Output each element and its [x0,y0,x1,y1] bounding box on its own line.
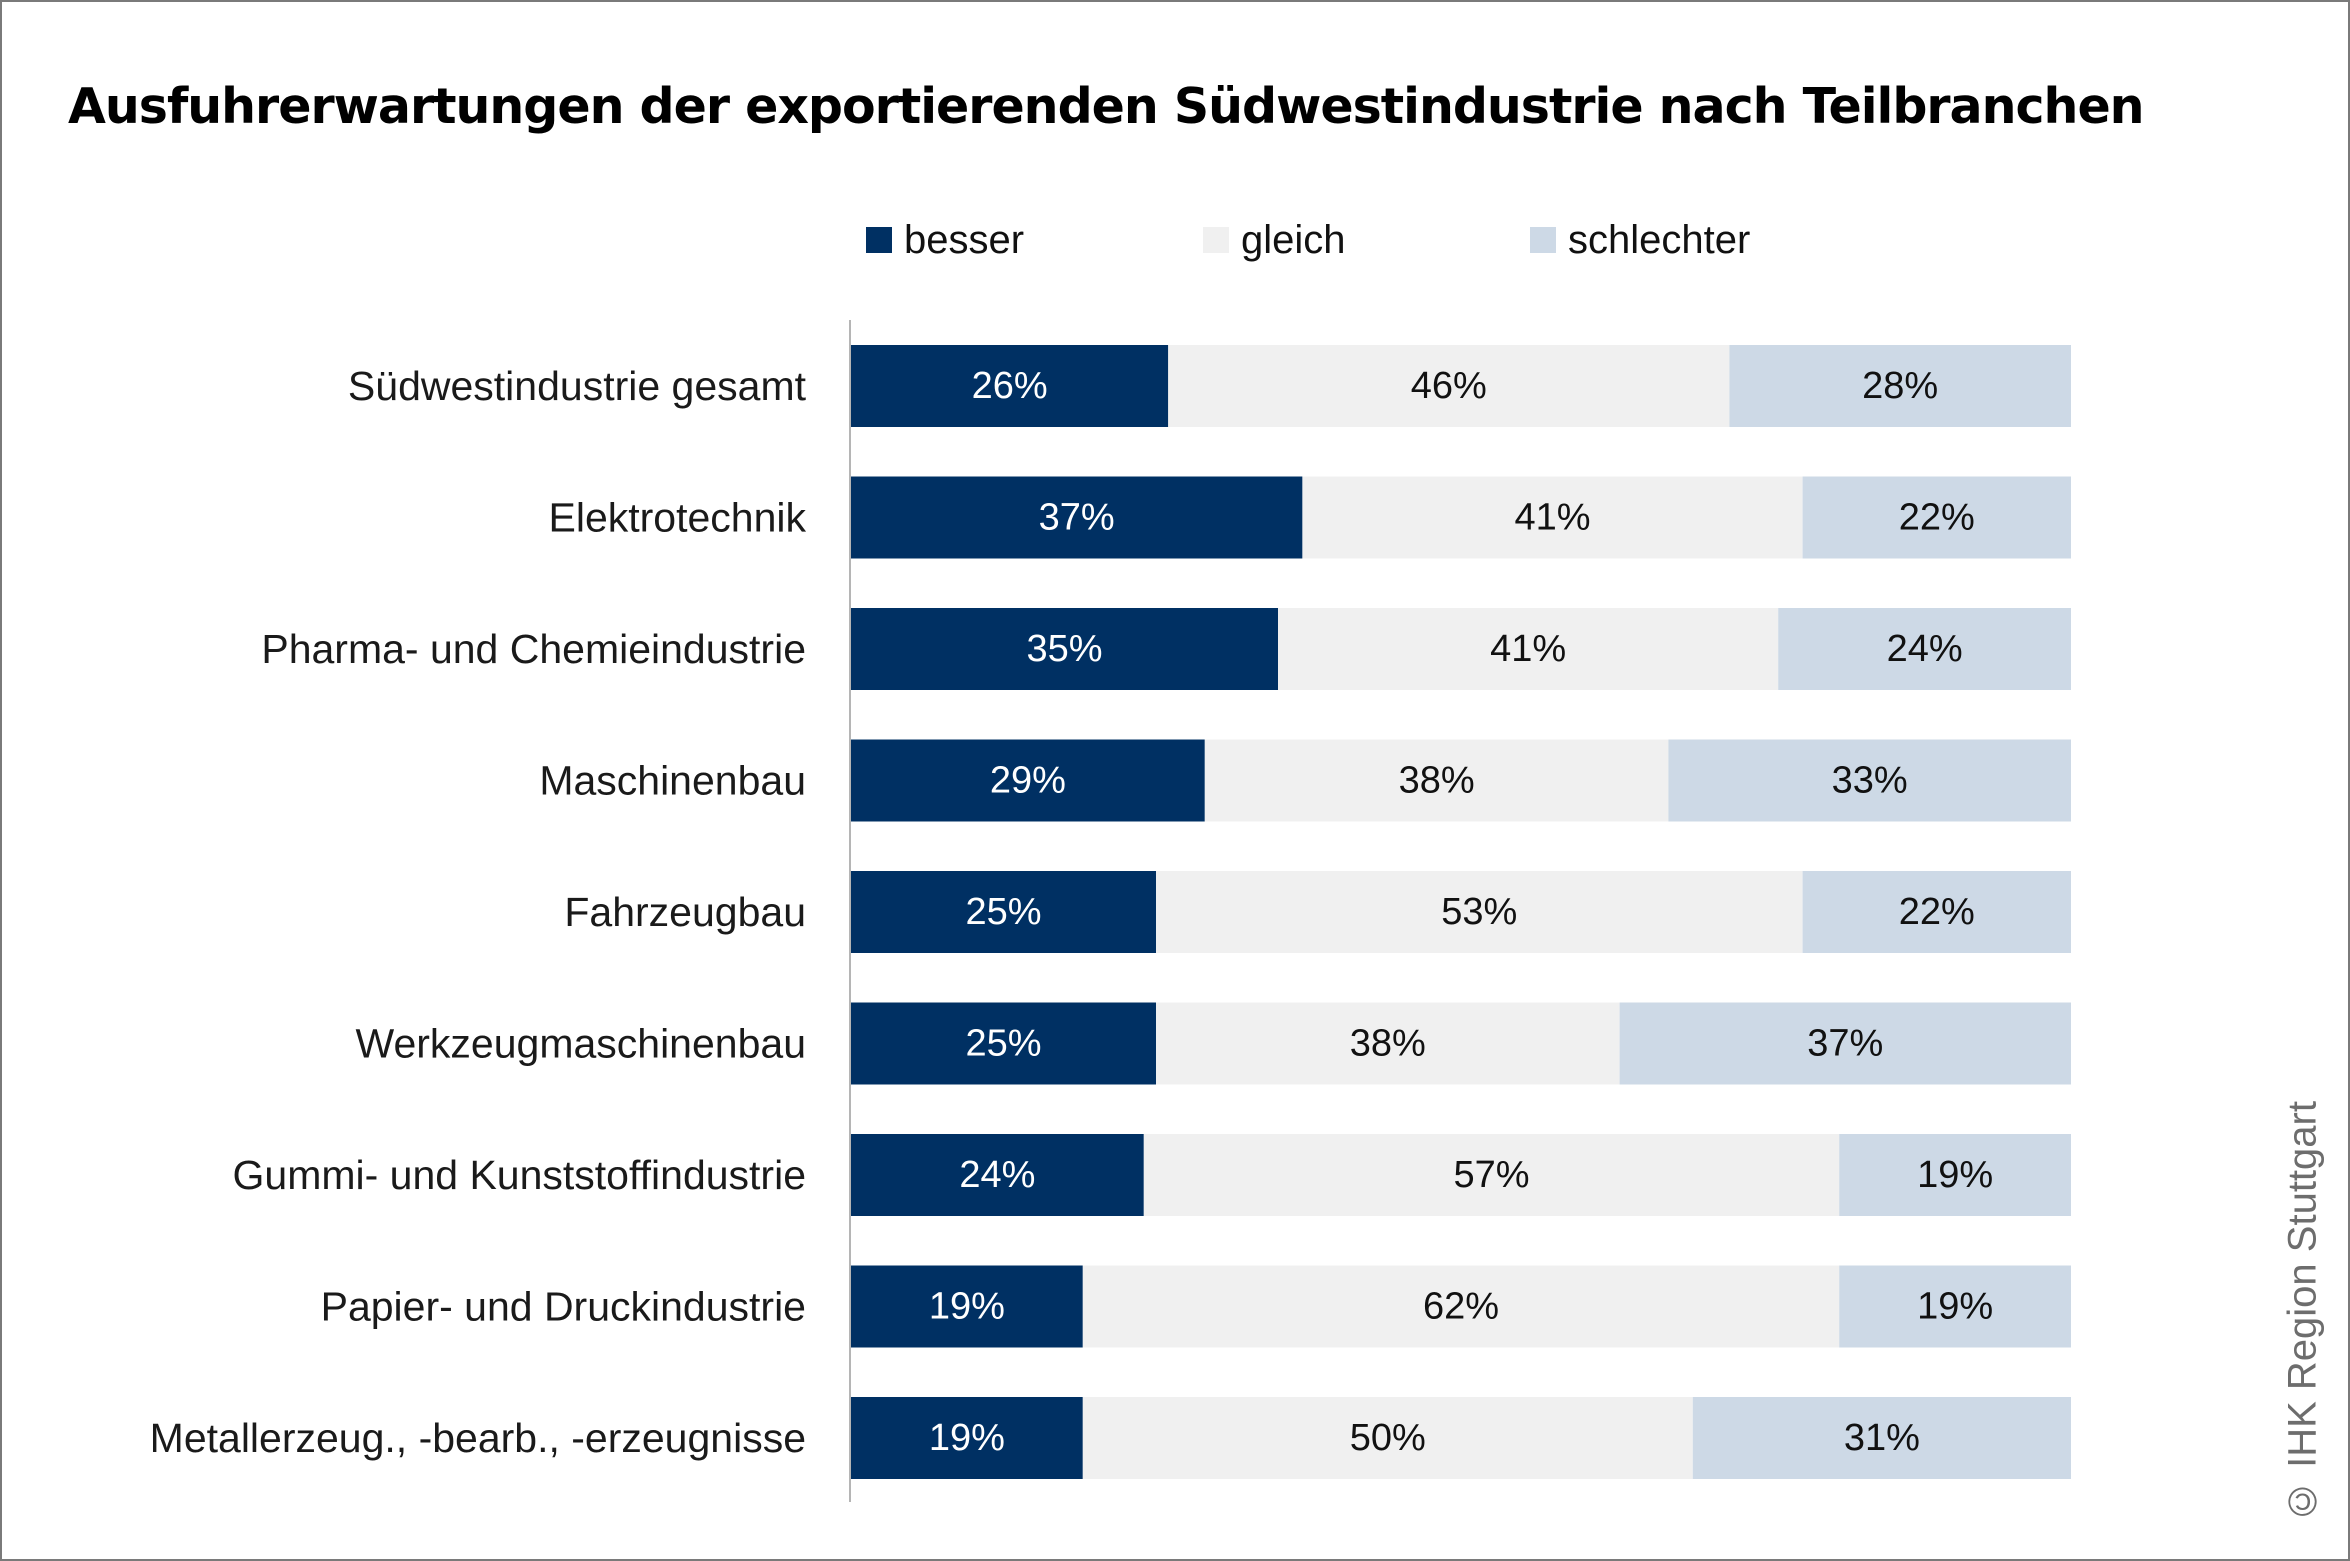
bar-segment-besser [851,871,1156,953]
category-label: Elektrotechnik [548,495,806,541]
bar-segment-schlechter [1778,608,2071,690]
bar-segment-schlechter [1802,871,2071,953]
data-label-gleich: 38% [1399,760,1475,802]
bar-segment-gleich [1082,1397,1693,1479]
category-label: Fahrzeugbau [564,889,806,935]
data-label-gleich: 62% [1423,1286,1499,1328]
category-labels: Südwestindustrie gesamt Elektrotechnik Pha… [150,363,807,1461]
legend-swatch-besser [866,227,892,253]
bar-segment-gleich [1302,476,1803,559]
bar-segment-schlechter [1839,1134,2071,1216]
data-label-besser: 24% [959,1154,1035,1196]
legend-item-gleich: gleich [1203,210,1346,270]
legend-swatch-gleich [1203,227,1229,253]
category-label: Werkzeugmaschinenbau [356,1021,807,1067]
data-label-gleich: 41% [1490,628,1566,670]
data-label-schlechter: 37% [1807,1023,1883,1065]
data-label-gleich: 50% [1350,1417,1426,1459]
data-label-gleich: 38% [1350,1023,1426,1065]
bar-segment-gleich [1156,871,1803,953]
data-label-besser: 25% [965,891,1041,933]
category-label: Pharma- und Chemieindustrie [261,626,806,672]
data-label-besser: 35% [1026,628,1102,670]
category-label: Gummi- und Kunststoffindustrie [233,1152,807,1198]
bar-segment-gleich [1204,739,1669,822]
category-label: Metallerzeug., -bearb., -erzeugnisse [150,1415,806,1461]
bar-segment-besser [851,345,1169,427]
bar-segment-besser [851,1134,1144,1216]
bar-segment-besser [851,1265,1083,1348]
data-label-schlechter: 19% [1917,1286,1993,1328]
bar-segment-schlechter [1802,476,2071,559]
data-label-schlechter: 31% [1844,1417,1920,1459]
data-label-besser: 37% [1039,497,1115,539]
legend-label-besser: besser [904,217,1025,262]
legend-item-schlechter: schlechter [1530,210,1750,270]
data-label-besser: 19% [929,1417,1005,1459]
bar-segment-schlechter [1839,1265,2071,1348]
legend-swatch-schlechter [1530,227,1556,253]
category-label: Maschinenbau [539,758,806,804]
data-label-schlechter: 33% [1832,760,1908,802]
data-label-schlechter: 22% [1899,497,1975,539]
bar-segment-gleich [1156,1002,1620,1085]
data-label-besser: 26% [972,365,1048,407]
data-label-gleich: 46% [1411,365,1487,407]
data-label-schlechter: 24% [1887,628,1963,670]
legend-label-gleich: gleich [1241,217,1346,262]
data-label-gleich: 41% [1514,497,1590,539]
data-label-schlechter: 22% [1899,891,1975,933]
bar-segment-gleich [1278,608,1779,690]
bar-segment-besser [851,1002,1156,1085]
bar-segment-besser [851,1397,1083,1479]
bar-segment-schlechter [1729,345,2071,427]
bar-segment-gleich [1168,345,1730,427]
data-label-besser: 25% [965,1023,1041,1065]
bar-segment-gleich [1143,1134,1840,1216]
bar-segment-schlechter [1692,1397,2071,1479]
legend-label-schlechter: schlechter [1568,217,1751,262]
data-label-schlechter: 19% [1917,1154,1993,1196]
category-label: Papier- und Druckindustrie [321,1284,806,1330]
bar-segment-schlechter [1619,1002,2071,1085]
bar-segment-besser [851,476,1303,559]
copyright-text: © IHK Region Stuttgart [2280,1101,2325,1523]
data-label-schlechter: 28% [1862,365,1938,407]
bars-layer: 26% 46% 28% 37% 41% 22% 35% 41% 24% 29% 38% 33% 25% 5… [851,345,2071,1479]
category-label: Südwestindustrie gesamt [348,363,807,409]
bar-segment-besser [851,608,1278,690]
bar-segment-schlechter [1668,739,2071,822]
bar-segment-besser [851,739,1205,822]
bar-segment-gleich [1082,1265,1840,1348]
legend-item-besser: besser [866,210,1024,270]
legend: besser gleich schlechter [0,210,2350,270]
data-label-gleich: 53% [1441,891,1517,933]
data-label-besser: 19% [929,1286,1005,1328]
data-label-besser: 29% [990,760,1066,802]
data-label-gleich: 57% [1453,1154,1529,1196]
chart-title: Ausfuhrerwartungen der exportierenden Sü… [68,78,2145,135]
